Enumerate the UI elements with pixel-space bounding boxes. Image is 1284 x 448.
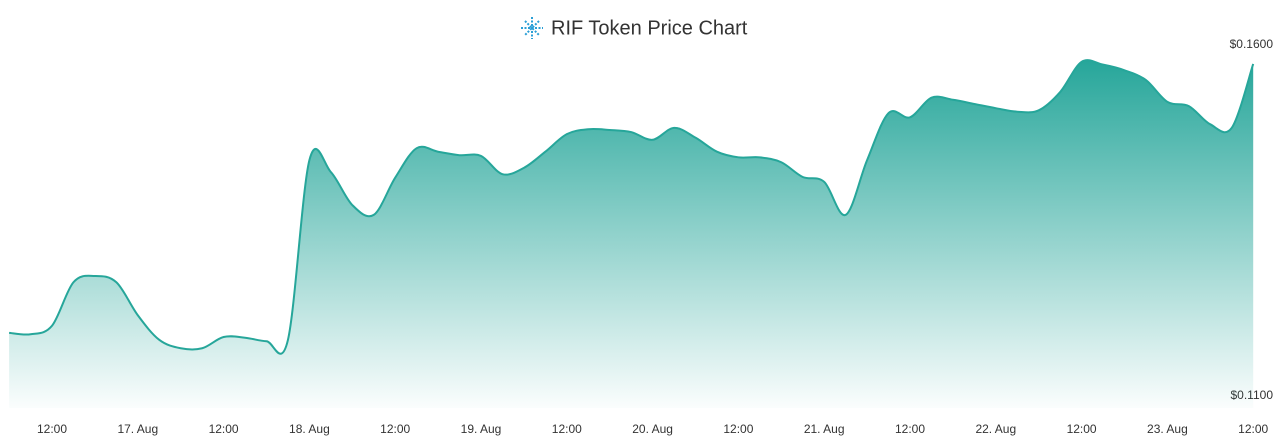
x-tick-label: 12:00: [895, 422, 925, 436]
x-tick-label: 12:00: [723, 422, 753, 436]
x-tick-label: 12:00: [209, 422, 239, 436]
chart-title: RIF Token Price Chart: [551, 17, 748, 39]
x-tick-label: 12:00: [37, 422, 67, 436]
x-tick-label: 12:00: [1067, 422, 1097, 436]
x-tick-label: 20. Aug: [632, 422, 673, 436]
x-tick-label: 12:00: [552, 422, 582, 436]
x-tick-label: 18. Aug: [289, 422, 330, 436]
area-fill: [9, 60, 1254, 408]
x-tick-label: 17. Aug: [117, 422, 158, 436]
x-tick-label: 12:00: [1238, 422, 1268, 436]
price-line: [9, 59, 1255, 355]
x-tick-label: 19. Aug: [461, 422, 502, 436]
title-icon: [521, 17, 543, 39]
x-tick-label: 22. Aug: [975, 422, 1016, 436]
x-tick-label: 23. Aug: [1147, 422, 1188, 436]
x-tick-label: 12:00: [380, 422, 410, 436]
x-tick-label: 21. Aug: [804, 422, 845, 436]
y-tick-label: $0.1600: [1230, 37, 1274, 51]
